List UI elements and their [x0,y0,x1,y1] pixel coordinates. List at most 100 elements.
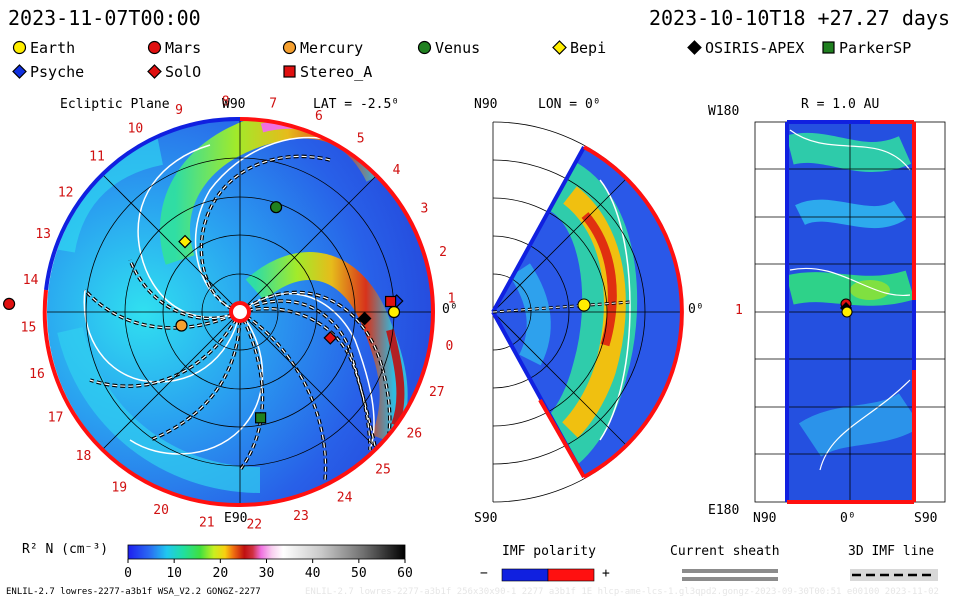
meridional-grid [492,121,684,503]
rim-positive-lower [42,289,241,508]
ecliptic-top-label: W90 [222,97,246,112]
colorbar-tick-label: 0 [124,566,132,581]
legend-label: Psyche [30,63,85,81]
legend-label: Mars [165,39,202,57]
latlon-x-mid: 0⁰ [840,511,856,526]
carrington-tick-label: 6 [315,109,323,124]
colorbar-tick-label: 10 [166,566,182,581]
carrington-tick-label: 0 [445,339,453,354]
sun-icon [229,301,251,323]
left-timestamp: 2023-11-07T00:00 [8,6,201,30]
carrington-tick-label: 17 [48,411,64,426]
meridional-edge-top [491,146,586,313]
rim-negative [44,116,241,291]
carrington-tick-label: 8 [222,95,230,110]
run-footer: ENLIL-2.7 lowres-2277-a3b1f WSA_V2.2 GON… [6,587,261,597]
meridional-right-label: 0⁰ [688,302,704,317]
body-marker-stereo-a [385,295,397,308]
latlon-mid-left: 1 [735,303,743,318]
body-marker-earth [387,305,401,319]
colorbar-gradient [127,544,406,560]
carrington-tick-label: 11 [89,150,105,165]
ecliptic-lat-label: LAT = -2.5⁰ [313,97,400,112]
latlon-top-left: W180 [708,104,740,119]
ecliptic-bottom-label: E90 [224,511,248,526]
latlon-x-right: S90 [914,511,938,526]
run-footer-faint: ENLIL-2.7 lowres-2277-a3b1f 256x30x90-1 … [305,587,939,597]
legend-label: SolO [165,63,202,81]
meridional-bottom-label: S90 [474,511,498,526]
carrington-tick-label: 13 [35,227,51,242]
latlon-bottom-left: E180 [708,503,740,518]
meridional-top-label: N90 [474,97,498,112]
carrington-tick-label: 9 [175,103,183,118]
carrington-tick-label: 18 [76,449,92,464]
imf-line-label: 3D IMF line [848,544,935,559]
carrington-tick-label: 2 [439,245,447,260]
current-sheath-label: Current sheath [670,544,780,559]
carrington-tick-label: 12 [58,185,74,200]
body-marker-mercury [175,319,188,332]
legend-mars-circle-icon [147,40,162,59]
ecliptic-title: Ecliptic Plane [60,97,170,112]
colorbar-tick-label: 40 [305,566,321,581]
legend-bepi-diamond-icon [552,40,567,59]
carrington-tick-label: 15 [21,320,37,335]
imf-positive-swatch [547,568,595,582]
carrington-tick-label: 22 [246,518,262,533]
legend-psyche-diamond-icon [12,64,27,83]
legend-osiris-apex-diamond-icon [687,40,702,59]
colorbar-ticks: 0 10 20 30 40 50 60 [124,559,413,581]
legend-stereo-a-square-icon [282,64,297,83]
right-timestamp: 2023-10-10T18 +27.27 days [648,6,950,30]
colorbar-tick-label: 50 [351,566,367,581]
carrington-tick-label: 7 [269,97,277,112]
carrington-tick-label: 14 [23,273,39,288]
carrington-tick-label: 26 [406,427,422,442]
body-marker-parkersp [255,412,267,424]
imf-polarity-label: IMF polarity [502,544,596,559]
legend-label: OSIRIS-APEX [705,39,805,57]
body-marker-solo [323,331,338,345]
body-marker-venus [270,201,283,214]
carrington-tick-label: 20 [153,503,169,518]
imf-plus-label: + [602,566,610,581]
current-sheath-line-1 [682,569,778,573]
colorbar-tick-label: 60 [397,566,413,581]
body-marker-bepi [178,234,192,249]
legend-label: Venus [435,39,481,57]
carrington-tick-label: 24 [337,490,353,505]
legend-earth-circle-icon [12,40,27,59]
carrington-tick-label: 25 [375,463,391,478]
latlon-r-label: R = 1.0 AU [801,97,880,112]
meridional-rim [583,145,684,479]
meridional-lon-label: LON = 0⁰ [538,97,601,112]
carrington-tick-label: 23 [293,509,309,524]
colorbar-tick-label: 20 [213,566,229,581]
body-marker-osiris-apex [357,311,372,326]
carrington-tick-label: 21 [199,515,215,530]
colorbar: 0 10 20 30 40 50 60 [124,544,413,581]
meridional-panel [491,121,684,503]
latlon-x-left: N90 [753,511,777,526]
carrington-tick-label: 1 [448,292,456,307]
colorbar-label: R² N (cm⁻³) [22,542,109,557]
ecliptic-right-label: 0⁰ [442,302,458,317]
legend-label: Bepi [570,39,607,57]
legend-venus-circle-icon [417,40,432,59]
legend-solo-diamond-icon [147,64,162,83]
colorbar-tick-label: 30 [259,566,275,581]
carrington-tick-label: 4 [393,163,401,178]
legend-label: Earth [30,39,76,57]
rim-positive [239,117,435,507]
legend-label: ParkerSP [839,39,912,57]
imf-minus-label: − [480,566,488,581]
legend-mercury-circle-icon [282,40,297,59]
carrington-tick-label: 3 [420,201,428,216]
latlon-panel [754,120,946,504]
latlon-earth-marker [841,306,853,318]
ecliptic-bodies [2,201,404,424]
